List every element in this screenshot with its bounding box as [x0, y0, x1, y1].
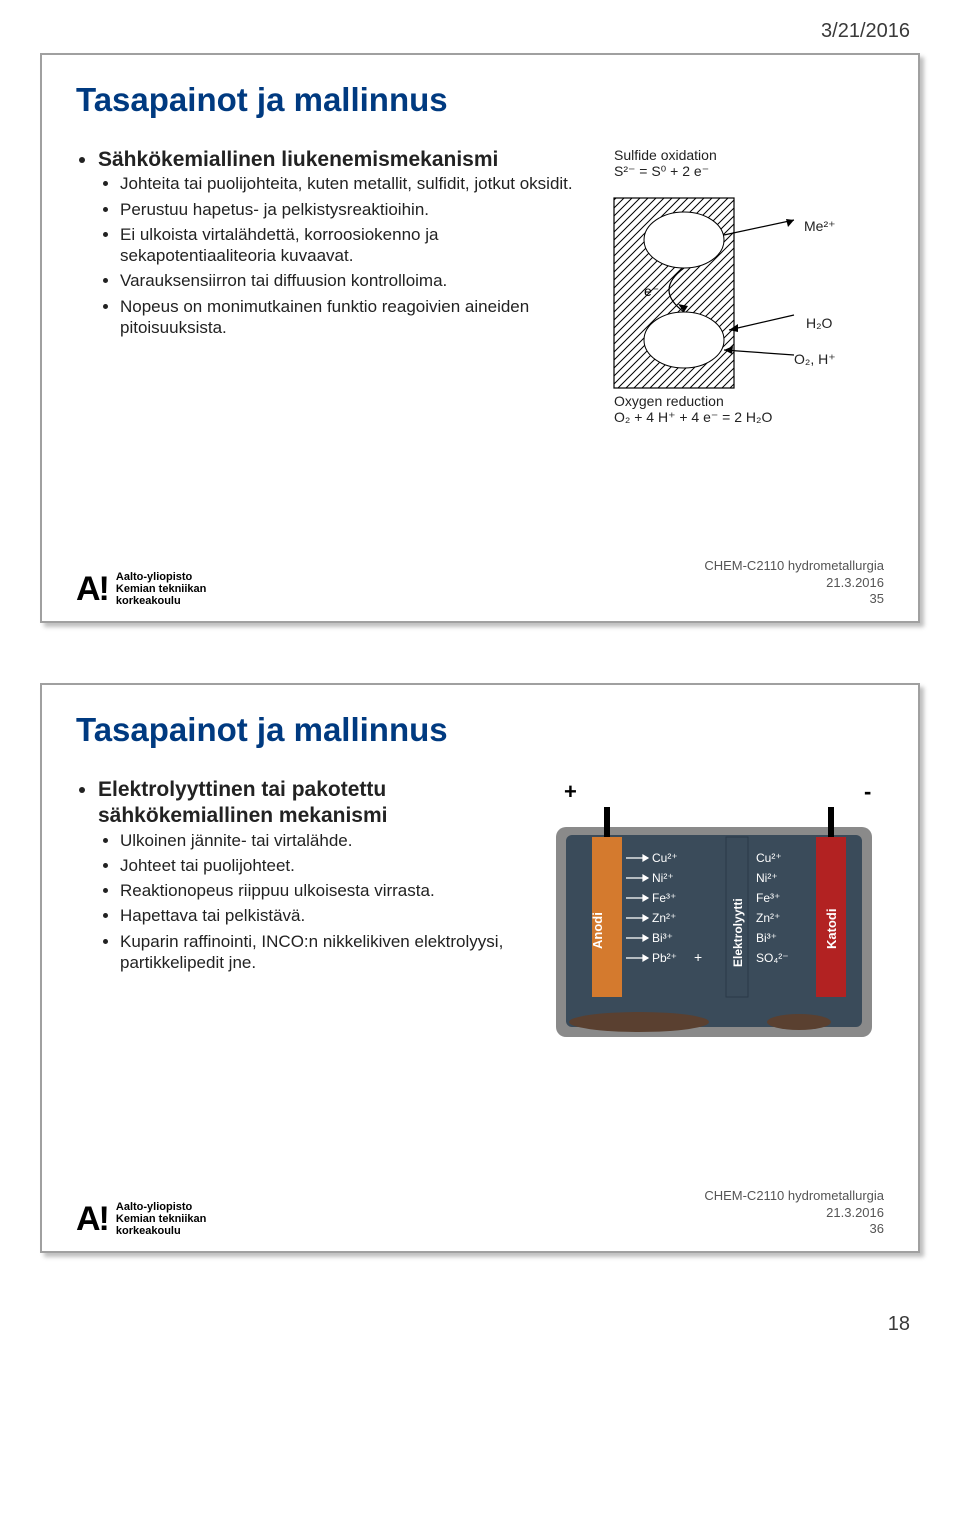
list-item: Reaktionopeus riippuu ulkoisesta virrast… [120, 880, 524, 901]
sulfide-label: Sulfide oxidation [614, 147, 884, 163]
svg-text:Ni²⁺: Ni²⁺ [756, 871, 778, 885]
bullet-list: Sähkökemiallinen liukenemismekanismi Joh… [76, 147, 574, 496]
bullet-list: Elektrolyyttinen tai pakotettu sähkökemi… [76, 777, 524, 1080]
logo-line: korkeakoulu [116, 595, 206, 607]
svg-text:Cu²⁺: Cu²⁺ [652, 851, 678, 865]
logo-mark-icon: A! [76, 572, 108, 606]
svg-text:Zn²⁺: Zn²⁺ [756, 911, 780, 925]
svg-text:Elektrolyytti: Elektrolyytti [731, 898, 745, 967]
svg-text:Fe³⁺: Fe³⁺ [652, 891, 676, 905]
list-item: Johteita tai puolijohteita, kuten metall… [120, 173, 574, 194]
svg-text:Anodi: Anodi [590, 912, 605, 949]
footer-date: 21.3.2016 [704, 1205, 884, 1221]
oxygen-equation: O₂ + 4 H⁺ + 4 e⁻ = 2 H₂O [614, 409, 904, 426]
logo-mark-icon: A! [76, 1202, 108, 1236]
slide-body: Elektrolyyttinen tai pakotettu sähkökemi… [76, 777, 884, 1080]
oxygen-label: Oxygen reduction [614, 393, 904, 409]
o2h-label: O₂, H⁺ [794, 351, 864, 368]
slide-body: Sähkökemiallinen liukenemismekanismi Joh… [76, 147, 884, 496]
list-item: Ulkoinen jännite- tai virtalähde. [120, 830, 524, 851]
h2o-label: H₂O [806, 315, 866, 331]
me-label: Me²⁺ [804, 218, 864, 235]
footer-num: 36 [704, 1221, 884, 1237]
footer-course: CHEM-C2110 hydrometallurgia [704, 1188, 884, 1204]
svg-text:Bi³⁺: Bi³⁺ [652, 931, 673, 945]
lead-text: Elektrolyyttinen tai pakotettu sähkökemi… [98, 778, 387, 827]
sulfide-equation: S²⁻ = S⁰ + 2 e⁻ [614, 163, 884, 180]
slide-footer: A! Aalto-yliopisto Kemian tekniikan kork… [76, 558, 884, 607]
list-item: Johteet tai puolijohteet. [120, 855, 524, 876]
logo-line: korkeakoulu [116, 1225, 206, 1237]
list-item: Kuparin raffinointi, INCO:n nikkelikiven… [120, 931, 524, 974]
list-item: Perustuu hapetus- ja pelkistysreaktioihi… [120, 199, 574, 220]
aalto-logo: A! Aalto-yliopisto Kemian tekniikan kork… [76, 571, 206, 607]
svg-text:Anodilieju: Anodilieju [809, 1044, 867, 1058]
svg-text:Ag: Ag [644, 1044, 659, 1058]
slide-1: Tasapainot ja mallinnus Sähkökemiallinen… [40, 53, 920, 623]
logo-line: Kemian tekniikan [116, 583, 206, 595]
list-item: Varauksensiirron tai diffuusion kontroll… [120, 270, 574, 291]
logo-line: Kemian tekniikan [116, 1213, 206, 1225]
slide-footer: A! Aalto-yliopisto Kemian tekniikan kork… [76, 1188, 884, 1237]
footer-course: CHEM-C2110 hydrometallurgia [704, 558, 884, 574]
list-item: Hapettava tai pelkistävä. [120, 905, 524, 926]
particle-svg: e⁻ [594, 180, 864, 410]
footer-num: 35 [704, 591, 884, 607]
svg-text:e⁻: e⁻ [644, 283, 659, 299]
lead-text: Sähkökemiallinen liukenemismekanismi [98, 148, 498, 171]
page-number: 18 [40, 1313, 920, 1336]
svg-text:PbSO₄: PbSO₄ [759, 1044, 796, 1058]
svg-text:Katodi: Katodi [824, 909, 839, 949]
footer-date: 21.3.2016 [704, 575, 884, 591]
logo-line: Aalto-yliopisto [116, 571, 206, 583]
svg-text:SO₄²⁻: SO₄²⁻ [756, 951, 789, 965]
slide-2: Tasapainot ja mallinnus Elektrolyyttinen… [40, 683, 920, 1253]
svg-text:Fe³⁺: Fe³⁺ [756, 891, 780, 905]
svg-text:+: + [564, 779, 577, 804]
svg-text:Au: Au [619, 1044, 634, 1058]
cell-svg: + - Anodi [544, 777, 884, 1077]
svg-text:Zn²⁺: Zn²⁺ [652, 911, 676, 925]
svg-text:Pb²⁺: Pb²⁺ [652, 951, 677, 965]
svg-text:Bi³⁺: Bi³⁺ [756, 931, 777, 945]
svg-text:-: - [864, 779, 871, 804]
lead-bullet: Sähkökemiallinen liukenemismekanismi Joh… [98, 147, 574, 338]
page-container: 3/21/2016 Tasapainot ja mallinnus Sähkök… [0, 0, 960, 1366]
sulfide-diagram: Sulfide oxidation S²⁻ = S⁰ + 2 e⁻ [594, 147, 884, 496]
slide-title: Tasapainot ja mallinnus [76, 81, 884, 119]
lead-bullet: Elektrolyyttinen tai pakotettu sähkökemi… [98, 777, 524, 973]
svg-text:Cu²⁺: Cu²⁺ [756, 851, 782, 865]
header-date: 3/21/2016 [40, 20, 920, 43]
svg-text:NiO: NiO [584, 1044, 605, 1058]
svg-text:+: + [694, 949, 702, 965]
electrolysis-diagram: + - Anodi [544, 777, 884, 1080]
svg-text:Ni²⁺: Ni²⁺ [652, 871, 674, 885]
logo-line: Aalto-yliopisto [116, 1201, 206, 1213]
list-item: Nopeus on monimutkainen funktio reagoivi… [120, 296, 574, 339]
aalto-logo: A! Aalto-yliopisto Kemian tekniikan kork… [76, 1201, 206, 1237]
svg-text:Se: Se [669, 1044, 684, 1058]
list-item: Ei ulkoista virtalähdettä, korroosiokenn… [120, 224, 574, 267]
slide-title: Tasapainot ja mallinnus [76, 711, 884, 749]
